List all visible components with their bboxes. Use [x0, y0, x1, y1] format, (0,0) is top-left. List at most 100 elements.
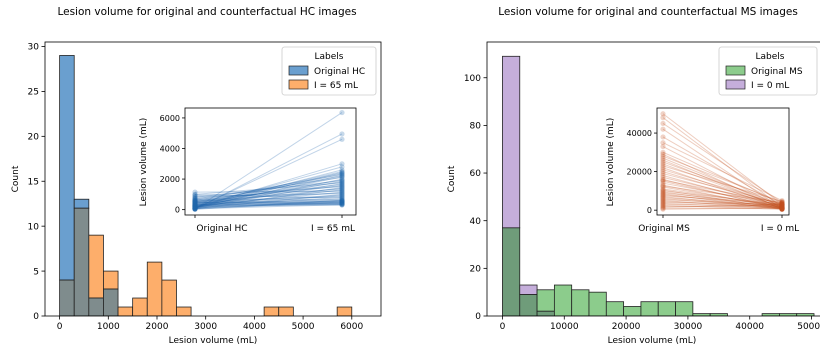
hc-inset-point — [192, 199, 198, 205]
ms-inset-point — [660, 177, 666, 183]
ms-inset-point — [660, 196, 666, 202]
hc-inset-point — [339, 179, 345, 185]
ms-inset-point — [660, 180, 666, 186]
hc-inset-pair-line — [194, 180, 343, 198]
hc-bar-overlap — [73, 207, 90, 316]
ms-inset-point — [779, 203, 785, 210]
hc-inset-pair-line — [194, 177, 343, 200]
ms-inset-pair-line — [662, 207, 783, 210]
ms-inset-point — [660, 196, 666, 203]
ms-inset-point — [779, 200, 785, 206]
ms-y-tick-label: 80 — [470, 122, 482, 132]
ms-bar-overlap — [536, 310, 555, 316]
ms-bar — [709, 313, 728, 316]
hc-bars — [59, 55, 353, 316]
hc-inset-point — [192, 205, 198, 211]
hc-inset-point — [192, 204, 198, 211]
ms-inset-pair-line — [662, 136, 783, 206]
hc-inset-pair-line — [194, 201, 343, 204]
hc-inset-point — [192, 201, 198, 208]
hc-inset-pair-line — [194, 190, 343, 193]
ms-inset-pair-line — [662, 190, 783, 205]
ms-inset-point — [660, 197, 666, 204]
hc-inset-pair-line — [194, 181, 343, 204]
hc-inset-point — [339, 167, 345, 173]
ms-inset-point — [660, 205, 666, 211]
ms-inset-pair-line — [662, 155, 783, 203]
ms-inset-pair-line — [662, 192, 783, 206]
hc-inset-point — [192, 197, 198, 204]
hc-inset-point — [339, 199, 345, 205]
ms-inset-point — [779, 205, 785, 211]
ms-bar-overlap — [502, 227, 521, 316]
hc-inset-point — [339, 202, 345, 208]
ms-inset-pair-line — [662, 167, 783, 210]
hc-inset-point — [192, 194, 198, 200]
ms-inset-point — [660, 172, 666, 179]
hc-legend-title: Labels — [315, 52, 344, 62]
ms-inset-point — [779, 201, 785, 207]
ms-inset-pair-line — [662, 194, 783, 208]
hc-inset-pair-line — [194, 183, 343, 202]
hc-inset-pair-line — [194, 191, 343, 207]
hc-inset-point — [339, 200, 345, 206]
hc-inset-pair-line — [194, 203, 343, 207]
hc-inset-pair-line — [194, 192, 343, 201]
hc-legend: Labels Original HC I = 65 mL — [281, 46, 377, 96]
ms-inset-point — [779, 205, 785, 211]
ms-inset-pair-line — [662, 202, 783, 209]
ms-inset-point — [660, 204, 666, 210]
hc-inset-point — [339, 109, 345, 116]
hc-inset-pair-line — [194, 190, 343, 203]
ms-inset-point — [660, 143, 666, 150]
ms-inset-pair-line — [662, 204, 783, 210]
hc-inset-point — [192, 203, 198, 210]
hc-bar — [336, 306, 353, 316]
hc-inset-pair-line — [194, 179, 343, 205]
hc-inset-point — [192, 205, 198, 211]
hc-inset-point — [339, 174, 345, 180]
ms-inset-point — [660, 187, 666, 193]
ms-inset-pair-line — [662, 157, 783, 207]
ms-inset-pair-line — [662, 200, 783, 210]
ms-inset-y-axis-label: Lesion volume (mL) — [606, 118, 616, 207]
ms-inset-point — [660, 163, 666, 169]
ms-inset-point — [779, 204, 785, 210]
ms-inset-pair-line — [662, 204, 783, 208]
hc-x-ticks: 0 1000 2000 3000 4000 5000 6000 — [57, 316, 364, 332]
ms-inset-pair-line — [662, 182, 783, 206]
ms-legend-swatch-original — [725, 65, 746, 76]
ms-inset-pair-line — [662, 188, 783, 207]
hc-inset-point — [339, 181, 345, 188]
ms-inset-point — [779, 205, 785, 211]
hc-inset-pair-line — [194, 203, 343, 206]
ms-y-tick-label: 100 — [464, 74, 481, 84]
hc-inset-lines — [192, 109, 345, 212]
hc-inset-y-tick-label: 0 — [175, 206, 180, 215]
ms-inset-point — [779, 201, 785, 207]
hc-inset-pair-line — [194, 172, 343, 205]
hc-x-tick-label: 4000 — [243, 322, 266, 332]
ms-inset-point — [660, 153, 666, 159]
hc-inset-point — [192, 189, 198, 195]
hc-inset-pair-line — [194, 187, 343, 205]
hc-inset-pair-line — [194, 203, 343, 209]
hc-inset-point — [192, 198, 198, 204]
ms-inset-point — [779, 206, 785, 212]
ms-inset-pair-line — [662, 178, 783, 210]
hc-inset-point — [339, 172, 345, 178]
hc-inset-point — [192, 199, 198, 205]
ms-y-tick-label: 0 — [475, 312, 481, 322]
hc-y-tick-label: 20 — [28, 133, 40, 143]
hc-inset-point — [339, 177, 345, 183]
hc-inset-point — [192, 202, 198, 208]
hc-inset-point — [339, 196, 345, 202]
hc-inset-pair-line — [194, 193, 343, 198]
ms-inset-point — [779, 198, 785, 205]
hc-bar-overlap — [103, 288, 119, 316]
ms-inset-point — [779, 206, 785, 212]
hc-inset-point — [192, 203, 198, 209]
hc-y-tick-label: 10 — [28, 222, 40, 232]
ms-inset-y-tick-label: 20000 — [627, 168, 652, 177]
